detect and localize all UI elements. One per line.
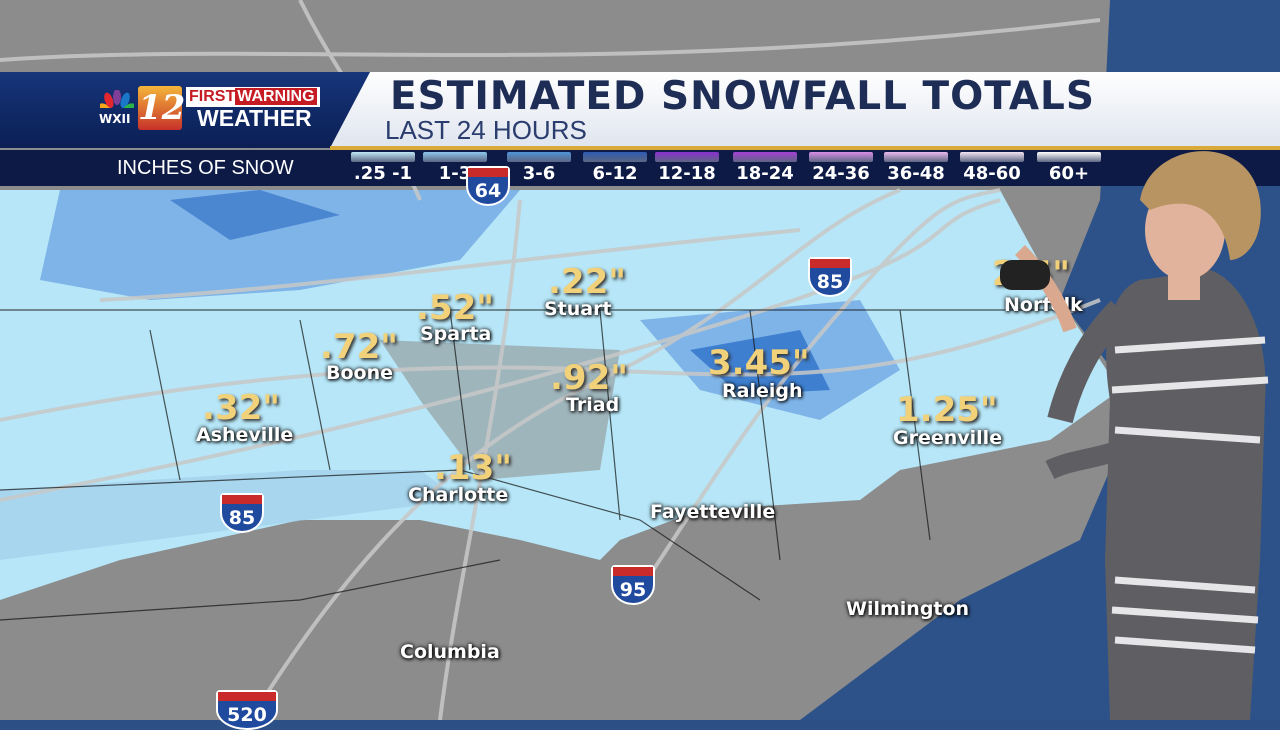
channel-logo: 12 (138, 86, 186, 130)
legend-swatch (351, 152, 415, 162)
page-subtitle: LAST 24 HOURS (385, 115, 587, 145)
legend-range-label: 6-12 (592, 163, 638, 184)
legend-range-label: 1-3 (438, 163, 472, 184)
presenter (1000, 151, 1269, 720)
legend-swatch (583, 152, 647, 162)
interstate-520-shield: 520 (216, 690, 278, 730)
legend-swatch (507, 152, 571, 162)
snow-amount: .22" (548, 262, 626, 302)
snow-amount: 3.45" (708, 343, 810, 383)
snow-amount: .72" (320, 327, 398, 367)
legend-range-label: 48-60 (963, 163, 1021, 184)
legend-range-label: 24-36 (812, 163, 870, 184)
interstate-85-shield: 85 (220, 493, 264, 533)
legend-swatch (1037, 152, 1101, 162)
weather-text: WEATHER (197, 105, 312, 131)
legend-range-label: 18-24 (736, 163, 794, 184)
legend-swatch (655, 152, 719, 162)
legend-range-label: .25 -1 (353, 163, 413, 184)
city-label: Charlotte (408, 484, 509, 506)
city-label: Asheville (196, 424, 294, 446)
city-label: Boone (326, 362, 394, 384)
snow-amount: .92" (550, 358, 628, 398)
station-call-sign: WXII (99, 112, 131, 126)
legend-swatch (423, 152, 487, 162)
divider (330, 146, 1280, 150)
city-label: Raleigh (722, 380, 803, 402)
city-label: Columbia (400, 641, 500, 663)
page-title: ESTIMATED SNOWFALL TOTALS (390, 74, 1095, 119)
snow-amount: .13" (434, 448, 512, 488)
legend-label: INCHES OF SNOW (117, 157, 294, 179)
city-label: Wilmington (846, 598, 970, 620)
city-label: Greenville (893, 427, 1003, 449)
warning-text: WARNING (235, 88, 317, 105)
snow-amount: .52" (416, 288, 494, 328)
legend-swatch (960, 152, 1024, 162)
legend-swatch (733, 152, 797, 162)
legend-range-label: 12-18 (658, 163, 716, 184)
legend-swatch (809, 152, 873, 162)
first-warning-badge: FIRST WARNING (186, 87, 320, 107)
city-label: Triad (566, 394, 620, 416)
interstate-64-shield: 64 (466, 166, 510, 206)
city-label: Stuart (544, 298, 612, 320)
legend-swatch (884, 152, 948, 162)
interstate-85-shield: 85 (808, 257, 852, 297)
city-label: Sparta (420, 323, 492, 345)
legend-range-label: 36-48 (887, 163, 945, 184)
first-text: FIRST (189, 88, 236, 105)
branding-panel (0, 72, 370, 148)
city-label: Fayetteville (650, 501, 776, 523)
interstate-95-shield: 95 (611, 565, 655, 605)
title-panel (330, 72, 1280, 148)
legend-range-label: 60+ (1048, 163, 1090, 184)
snow-amount: 1.25" (896, 390, 998, 430)
snow-amount: .32" (202, 388, 280, 428)
legend-range-label: 3-6 (522, 163, 556, 184)
nbc-peacock-icon (100, 90, 134, 108)
